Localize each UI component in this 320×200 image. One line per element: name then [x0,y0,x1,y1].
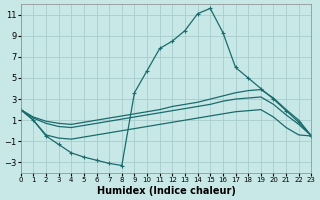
X-axis label: Humidex (Indice chaleur): Humidex (Indice chaleur) [97,186,236,196]
